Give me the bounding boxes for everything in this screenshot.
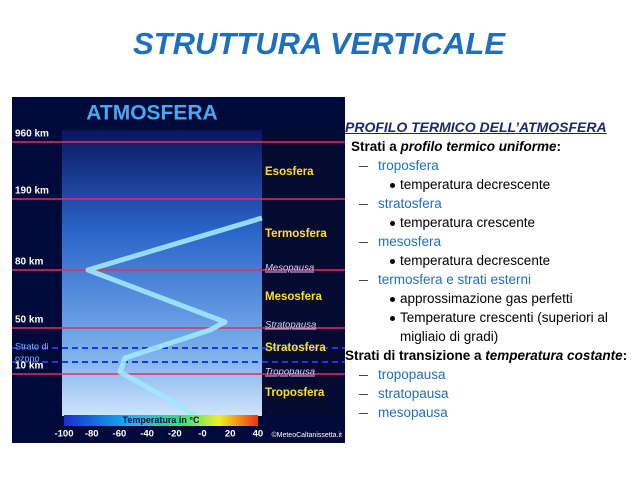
scale-tick: -40 [140,429,154,440]
layer-label: Troposfera [265,387,325,399]
pause-label: Tropopausa [265,367,315,378]
uniform-label: Strati a profilo termico uniforme: [345,137,635,156]
transition-item: mesopausa [345,403,635,422]
transition-item: stratopausa [345,384,635,403]
detail-item: temperatura crescente [345,213,635,232]
text: : [622,348,628,363]
layer-label: Esosfera [265,166,314,178]
figure-title: ATMOSFERA [86,102,217,125]
slide-title: STRUTTURA VERTICALE [133,26,505,61]
altitude-label: 10 km [15,361,43,372]
detail-item: temperatura decrescente [345,251,635,270]
altitude-label: 80 km [15,257,43,268]
transition-item: tropopausa [345,365,635,384]
altitude-label: 50 km [15,315,43,326]
transition-label: Strati di transizione a temperatura cost… [345,346,635,365]
pause-label: Stratopausa [265,320,316,331]
text-panel: PROFILO TERMICO DELL’ATMOSFERA Strati a … [345,118,635,422]
layer-item: stratosfera [345,194,635,213]
scale-title: Temperatura in °C [123,415,200,425]
text: profilo termico uniforme [400,139,557,154]
ozone-label: ozono [15,353,40,363]
text: : [556,139,562,154]
altitude-label: 190 km [15,186,49,197]
side-panel [262,130,342,416]
scale-tick: 40 [253,429,264,440]
temperature-profile [85,215,263,418]
heading: PROFILO TERMICO DELL’ATMOSFERA [345,119,607,135]
scale-tick: -60 [113,429,127,440]
credit: ©MeteoCaltanissetta.it [271,431,342,439]
layer-item: mesosfera [345,232,635,251]
text: temperatura costante [485,348,623,363]
scale-tick: -100 [54,429,73,440]
pause-label: Mesopausa [265,263,314,274]
layer-label: Termosfera [265,228,327,240]
text: Strati a [351,139,401,154]
scale-tick: 20 [225,429,236,440]
uniform-list: troposfera temperatura decrescente stratos… [345,156,635,346]
detail-item: temperatura decrescente [345,175,635,194]
atmosphere-figure: ATMOSFERA 960 km 190 km 80 km 50 km 10 km Esos… [12,97,345,443]
text: Strati di transizione a [345,348,486,363]
scale-tick: -0 [198,429,206,440]
color-scale [64,415,258,426]
detail-item: Temperature crescenti (superiori al migl… [345,308,635,346]
layer-item: troposfera [345,156,635,175]
detail-item: approssimazione gas perfetti [345,289,635,308]
layer-label: Stratosfera [265,342,326,354]
altitude-lines [12,141,345,375]
layer-item: termosfera e strati esterni [345,270,635,289]
scale-tick: -80 [85,429,99,440]
ozone-lines [12,347,345,363]
scale-tick: -20 [168,429,182,440]
transition-list: tropopausa stratopausa mesopausa [345,365,635,422]
layer-label: Mesosfera [265,291,322,303]
altitude-label: 960 km [15,129,49,140]
ozone-label: Strato di [15,341,49,351]
